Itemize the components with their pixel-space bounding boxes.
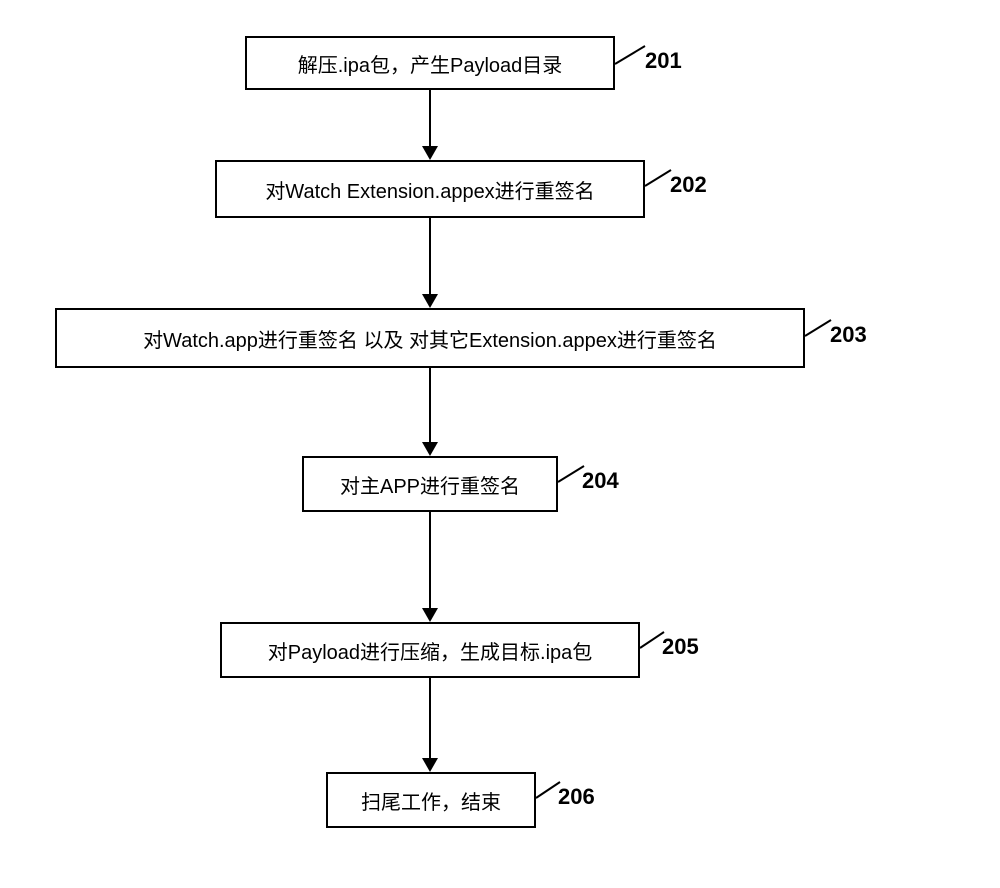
arrow-5-6	[429, 678, 431, 772]
node-label-202: 202	[670, 172, 707, 198]
flowchart-node-201: 解压.ipa包，产生Payload目录	[245, 36, 615, 90]
arrow-3-4	[429, 368, 431, 456]
node-text: 对Watch Extension.appex进行重签名	[265, 175, 594, 204]
node-text: 对主APP进行重签名	[340, 470, 520, 499]
node-label-206: 206	[558, 784, 595, 810]
arrow-1-2	[429, 90, 431, 160]
node-text: 对Payload进行压缩，生成目标.ipa包	[268, 636, 593, 665]
flowchart-node-204: 对主APP进行重签名	[302, 456, 558, 512]
node-text: 解压.ipa包，产生Payload目录	[298, 49, 563, 78]
label-connector	[643, 166, 673, 188]
label-connector	[613, 42, 647, 66]
flowchart-node-203: 对Watch.app进行重签名 以及 对其它Extension.appex进行重…	[55, 308, 805, 368]
flowchart-node-205: 对Payload进行压缩，生成目标.ipa包	[220, 622, 640, 678]
node-label-201: 201	[645, 48, 682, 74]
flowchart-container: 解压.ipa包，产生Payload目录 201 对Watch Extension…	[0, 0, 1000, 888]
node-text: 扫尾工作，结束	[361, 786, 501, 815]
arrow-2-3	[429, 218, 431, 308]
label-connector	[803, 316, 833, 338]
arrow-4-5	[429, 512, 431, 622]
label-connector	[638, 628, 666, 650]
node-label-204: 204	[582, 468, 619, 494]
label-connector	[534, 778, 562, 800]
node-label-205: 205	[662, 634, 699, 660]
node-label-203: 203	[830, 322, 867, 348]
flowchart-node-202: 对Watch Extension.appex进行重签名	[215, 160, 645, 218]
label-connector	[556, 462, 586, 484]
node-text: 对Watch.app进行重签名 以及 对其它Extension.appex进行重…	[143, 324, 717, 353]
flowchart-node-206: 扫尾工作，结束	[326, 772, 536, 828]
